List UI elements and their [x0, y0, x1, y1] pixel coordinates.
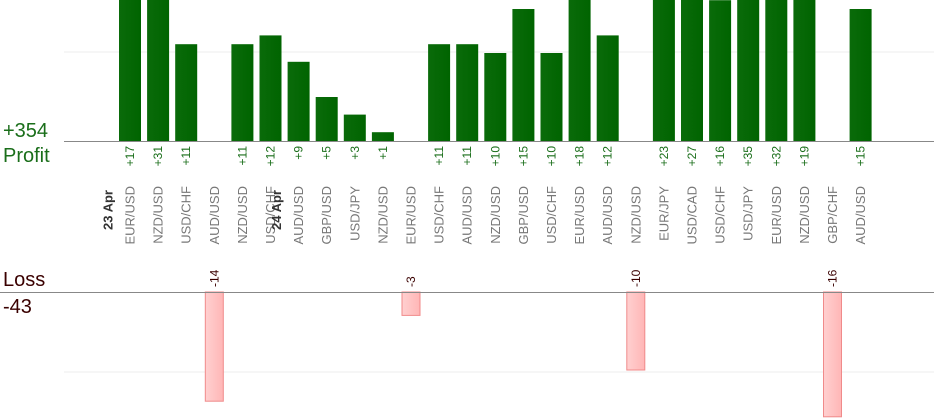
- category-label: AUD/USD: [460, 186, 475, 245]
- profit-bar: [343, 114, 366, 141]
- profit-total: +354: [3, 120, 49, 142]
- loss-bar: [204, 291, 224, 402]
- category-label: EUR/USD: [404, 186, 419, 245]
- category-label: NZD/USD: [375, 186, 390, 244]
- category-label: USD/CHF: [179, 186, 194, 244]
- value-label: +3: [348, 146, 362, 160]
- profit-bar: [849, 9, 872, 141]
- value-label: +9: [292, 146, 306, 160]
- profit-label: Profit: [3, 145, 50, 167]
- category-label: USD/CHF: [544, 186, 559, 244]
- category-label: NZD/USD: [628, 186, 643, 244]
- value-label: +11: [432, 146, 446, 166]
- value-label: +32: [769, 146, 783, 167]
- value-label: -10: [629, 269, 643, 287]
- value-label: +11: [235, 146, 249, 166]
- category-label: NZD/USD: [235, 186, 250, 244]
- category-label: AUD/USD: [600, 186, 615, 245]
- profit-bar: [119, 0, 141, 142]
- category-label: GBP/CHF: [825, 186, 840, 244]
- axes: [0, 141, 934, 293]
- profit-bar: [512, 9, 535, 141]
- value-label: +31: [151, 146, 165, 167]
- category-label: USD/CHF: [713, 186, 728, 244]
- date-label: 23 Apr: [101, 190, 116, 230]
- value-label: +19: [797, 146, 811, 167]
- loss-bar: [823, 291, 842, 418]
- profit-bar: [484, 53, 507, 141]
- category-label: EUR/USD: [123, 186, 138, 245]
- profit-bar: [681, 0, 703, 142]
- profit-bar: [231, 44, 254, 142]
- category-label: NZD/USD: [151, 186, 166, 244]
- profit-bar: [765, 0, 788, 141]
- value-label: +35: [741, 146, 755, 167]
- loss-total: -43: [3, 296, 32, 318]
- value-label: +23: [657, 146, 671, 167]
- profit-bar: [737, 0, 760, 141]
- bars: [119, 0, 872, 418]
- value-label: +1: [376, 146, 390, 160]
- category-label: EUR/USD: [769, 186, 784, 245]
- value-label: +12: [601, 146, 615, 167]
- category-label: EUR/USD: [572, 186, 587, 245]
- category-label: USD/CHF: [263, 186, 278, 244]
- category-label: USD/CAD: [685, 186, 700, 245]
- value-label: -3: [404, 276, 418, 287]
- profit-bar: [175, 44, 198, 142]
- category-label: USD/JPY: [347, 186, 362, 241]
- profit-bar: [540, 53, 563, 141]
- category-label: USD/CHF: [432, 186, 447, 244]
- category-label: NZD/USD: [488, 186, 503, 244]
- value-label: +15: [516, 146, 530, 167]
- profit-bar: [259, 35, 282, 141]
- value-label: +5: [320, 146, 334, 160]
- date-label: 24 Apr: [269, 190, 284, 230]
- category-label: NZD/USD: [797, 186, 812, 244]
- profit-bar: [315, 97, 338, 141]
- category-label: AUD/USD: [207, 186, 222, 245]
- profit-bar: [371, 132, 394, 141]
- labels: 23 Apr +17 EUR/USD +31 NZD/USD +11 USD/CHF -14 A…: [101, 146, 869, 287]
- profit-bar: [793, 0, 816, 141]
- value-label: +10: [545, 146, 559, 167]
- loss-bar: [401, 291, 421, 316]
- value-label: +16: [713, 146, 727, 167]
- profit-bar: [652, 0, 675, 141]
- value-label: +18: [573, 146, 587, 167]
- value-label: +17: [123, 146, 137, 167]
- profit-bar: [287, 61, 310, 141]
- loss-label: Loss: [3, 269, 46, 291]
- value-label: +11: [460, 146, 474, 166]
- category-label: USD/JPY: [741, 186, 756, 241]
- category-label: GBP/USD: [516, 186, 531, 245]
- profit-bar: [428, 44, 451, 142]
- category-label: AUD/USD: [291, 186, 306, 245]
- profit-bar: [709, 0, 732, 142]
- category-label: EUR/JPY: [656, 186, 671, 241]
- profit-bar: [568, 0, 591, 141]
- profit-bar: [147, 0, 170, 141]
- category-label: AUD/USD: [853, 186, 868, 245]
- category-label: GBP/USD: [319, 186, 334, 245]
- value-label: -14: [207, 269, 221, 287]
- value-label: +12: [264, 146, 278, 167]
- profit-bar: [596, 35, 619, 141]
- value-label: +27: [685, 146, 699, 167]
- value-label: +15: [854, 146, 868, 167]
- value-label: -16: [826, 269, 840, 287]
- profit-bar: [456, 44, 479, 142]
- value-label: +10: [488, 146, 502, 167]
- value-label: +11: [179, 146, 193, 166]
- loss-bar: [626, 291, 646, 371]
